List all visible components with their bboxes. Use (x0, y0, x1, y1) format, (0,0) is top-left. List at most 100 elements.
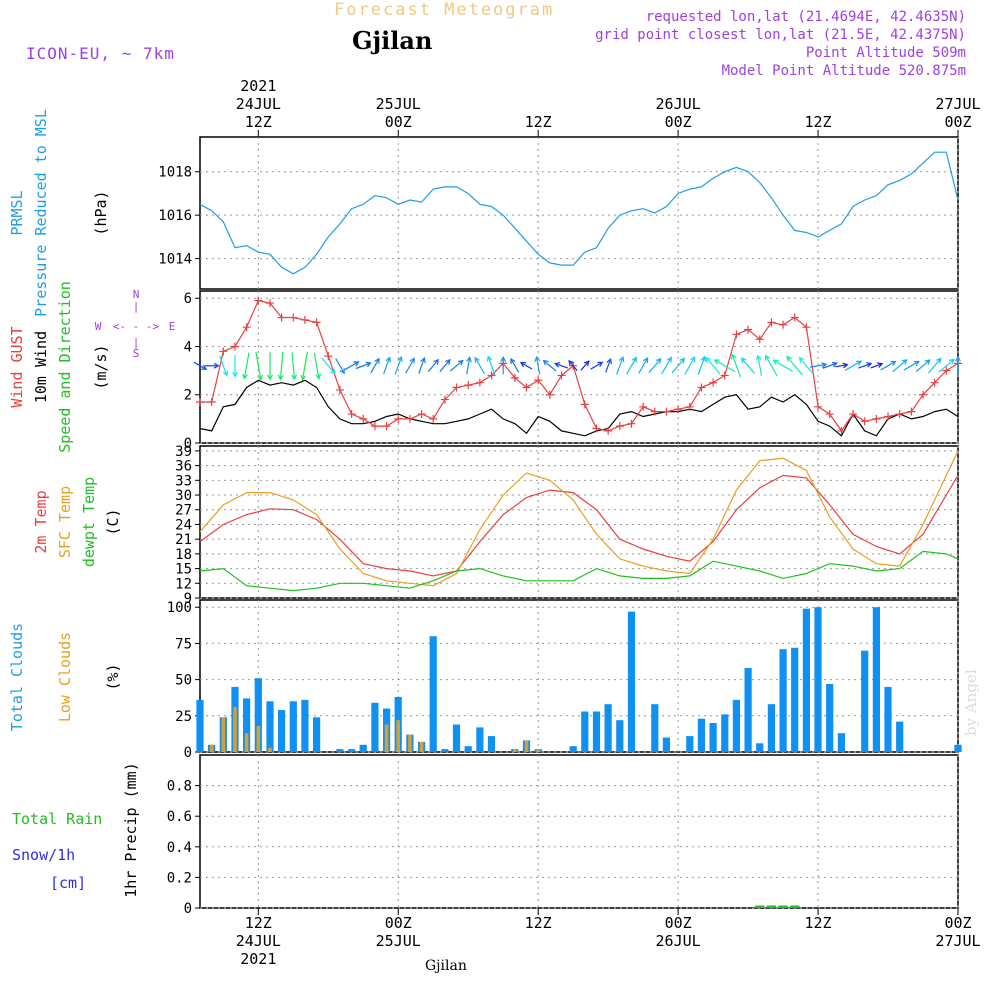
temp-unit: (C) (104, 508, 122, 535)
y-tick-label: 0.2 (167, 870, 192, 886)
wind-arrow-head (690, 356, 696, 363)
wind-gust-marker (674, 405, 683, 414)
wind-arrow-head (772, 359, 779, 365)
wind-arrow-head (731, 353, 737, 360)
compass-tick: | (133, 300, 140, 313)
wind-arrow-head (534, 355, 541, 362)
temp-2m-line (199, 474, 959, 577)
bottom-axis-time: 00Z (665, 914, 692, 932)
compass-south: S (133, 347, 140, 360)
wind-gust-marker (359, 414, 368, 423)
panel-frame (199, 754, 959, 909)
wind-direction-arrow (405, 358, 415, 374)
wind-gust-marker (779, 320, 788, 329)
y-tick-label: 12 (175, 576, 192, 592)
wind-gust-marker (732, 330, 741, 339)
wind-gust-marker (429, 414, 438, 423)
wind-direction-arrow (714, 359, 736, 373)
y-tick-label: 25 (175, 709, 192, 725)
low-clouds-label: Low Clouds (56, 632, 74, 722)
wind-arrow-head (329, 368, 336, 375)
wind-arrow-head (267, 374, 273, 381)
wind-gust-marker (312, 318, 321, 327)
wind-gust-marker (650, 407, 659, 416)
wind-gust-marker (510, 373, 519, 382)
wind-gust-marker (895, 410, 904, 419)
wind-arrow-head (444, 358, 451, 365)
wind-gust-marker (300, 315, 309, 324)
wind-direction-arrow (449, 360, 464, 372)
wind-direction-arrow (799, 357, 814, 375)
bottom-axis-time: 00Z (385, 914, 412, 932)
bottom-axis-date: 27JUL (935, 932, 980, 950)
wind-gust-marker (347, 410, 356, 419)
wind-gust-marker (207, 397, 216, 406)
wind-gust-marker (242, 323, 251, 332)
total-cloud-bar (359, 744, 367, 752)
wind-gust-marker (849, 410, 858, 419)
wind-gust-marker (475, 378, 484, 387)
wind-direction-arrow (313, 352, 320, 379)
wind-direction-arrow (822, 362, 837, 369)
wind-gust-marker (196, 397, 204, 406)
wind-gust-marker (685, 402, 694, 411)
wind-arrow-head (201, 364, 208, 370)
top-axis-time: 12Z (245, 113, 272, 131)
wind-direction-arrow (870, 363, 883, 369)
wind-arrow-head (554, 362, 561, 368)
total-cloud-bar (592, 711, 601, 752)
wind-direction-arrow (301, 351, 308, 380)
wind-gust-marker (790, 313, 799, 322)
wind-direction-arrow (193, 361, 207, 370)
wind-direction-arrow (427, 359, 439, 373)
total-cloud-bar (569, 746, 577, 752)
total-rain-label: Total Rain (12, 810, 102, 828)
total-cloud-bar (266, 701, 274, 752)
wind-arrow-head (597, 361, 604, 368)
wind-direction-arrow (605, 358, 612, 373)
low-cloud-bar (408, 734, 412, 752)
temp-sfc-label: SFC Temp (56, 486, 74, 558)
wind-direction-arrow (786, 356, 803, 376)
wind-direction-arrow (773, 359, 793, 372)
wind-direction-arrow (418, 357, 425, 374)
rain-bar (755, 905, 765, 908)
wind-direction-arrow (466, 357, 471, 375)
wind-direction-arrow (671, 358, 685, 374)
wind-direction-arrow (928, 358, 942, 374)
wind-arrow-head (842, 362, 849, 369)
total-cloud-bar (686, 736, 694, 752)
wind-arrow-head (755, 354, 762, 361)
wind-arrow-head (901, 359, 908, 365)
y-tick-label: 39 (175, 444, 192, 460)
low-cloud-bar (419, 741, 424, 752)
temp-dewpoint-label: dewpt Temp (80, 477, 98, 567)
low-cloud-bar (384, 724, 389, 752)
wind-direction-arrow (321, 357, 336, 374)
temp-sfc-line (199, 450, 959, 587)
wind-gust-marker (709, 378, 718, 387)
wind-direction-arrow (858, 362, 872, 369)
wind-arrow-head (542, 359, 549, 366)
total-cloud-bar (627, 611, 636, 752)
low-cloud-bar (524, 740, 529, 752)
total-cloud-bar (254, 678, 262, 752)
total-cloud-bar (581, 711, 589, 752)
y-tick-label: 9 (184, 591, 192, 607)
y-tick-label: 1016 (158, 208, 192, 224)
total-cloud-bar (884, 686, 892, 752)
y-tick-label: 0.8 (167, 779, 192, 795)
wind-arrow-head (948, 358, 955, 365)
wind-direction-arrow (892, 359, 908, 373)
y-tick-label: 33 (175, 473, 192, 489)
wind-arrow-head (855, 360, 863, 366)
model-label: ICON-EU, ~ 7km (26, 44, 175, 63)
low-cloud-bar (513, 749, 517, 752)
credit-label: by Angel (962, 669, 980, 736)
total-cloud-bar (756, 743, 764, 752)
wind-arrow-head (866, 362, 873, 368)
top-axis-date: 24JUL (236, 95, 281, 113)
location-title: Gjilan (352, 26, 433, 55)
top-axis-date: 27JUL (935, 95, 980, 113)
